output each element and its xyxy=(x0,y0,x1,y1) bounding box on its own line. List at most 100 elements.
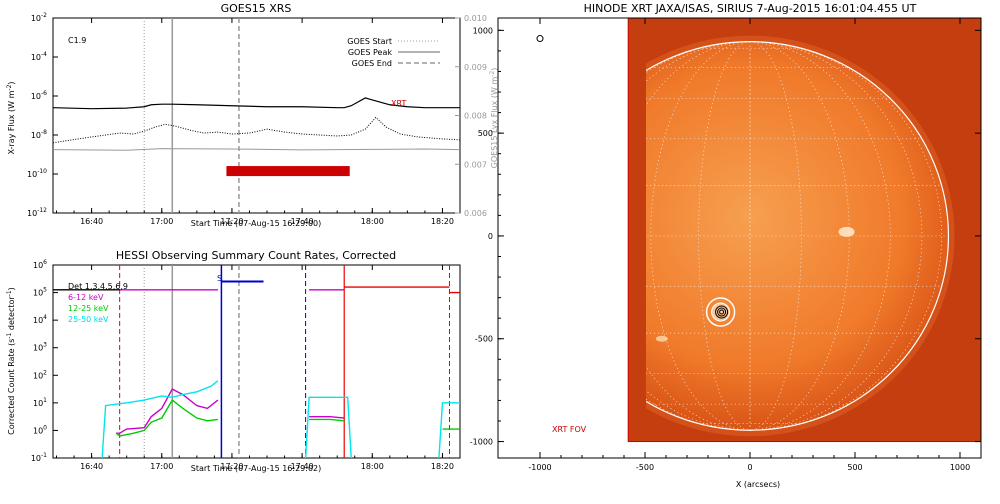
x-tick-label: 17:40 xyxy=(291,462,314,471)
legend-12-25: 12-25 keV xyxy=(68,304,109,313)
hessi-series-magenta xyxy=(309,415,345,419)
xrt-obs-mark xyxy=(321,166,326,177)
xrt-obs-mark xyxy=(233,166,238,177)
xrt-obs-mark xyxy=(310,166,315,177)
xrt-obs-mark xyxy=(265,166,270,177)
y-tick-exp: 2 xyxy=(43,369,47,376)
y-tick-label: 500 xyxy=(478,129,493,138)
hessi-xlabel: Start Time (07-Aug-15 16:29:02) xyxy=(191,464,322,473)
hessi-panel: HESSI Observing Summary Count Rates, Cor… xyxy=(6,249,461,473)
xrt-obs-mark xyxy=(243,166,248,177)
xrt-obs-mark xyxy=(286,166,291,177)
hessi-title: HESSI Observing Summary Count Rates, Cor… xyxy=(116,249,396,262)
bright-region xyxy=(838,226,855,237)
y-tick-exp: -12 xyxy=(37,207,47,214)
longitude-line xyxy=(646,41,751,431)
y-tick-exp: 3 xyxy=(43,342,47,349)
goes-series-long xyxy=(53,97,460,110)
y-tick-exp: -10 xyxy=(37,168,47,175)
goes-ylabel-right: GOES15 Lyx Flux (W m-2) xyxy=(489,68,499,169)
goes-flare-class: C1.9 xyxy=(68,36,86,45)
longitude-line xyxy=(749,41,802,431)
goes-legend: GOES Start GOES Peak GOES End xyxy=(347,37,440,68)
xrt-obs-mark xyxy=(275,166,280,177)
longitude-line xyxy=(650,41,751,431)
y-tick-label: 105 xyxy=(33,287,47,298)
hessi-data-layer xyxy=(53,265,460,458)
hessi-series-green xyxy=(115,399,218,437)
x-tick-label: 16:40 xyxy=(80,217,103,226)
xrt-obs-mark xyxy=(289,166,294,177)
x-tick-label: 17:20 xyxy=(220,462,243,471)
goes-series-short xyxy=(53,116,460,144)
y-tick-label: 1000 xyxy=(473,26,493,35)
y-tick-label: 102 xyxy=(33,369,47,380)
y-tick-exp: -6 xyxy=(41,90,47,97)
xrt-obs-mark xyxy=(331,166,336,177)
xrt-obs-mark xyxy=(240,166,245,177)
x-tick-label: -1000 xyxy=(528,463,551,472)
longitude-line xyxy=(749,41,942,431)
hessi-s-label: S xyxy=(217,274,222,283)
y-tick-label: 10-12 xyxy=(27,207,47,218)
xrt-obs-mark xyxy=(300,166,305,177)
hessi-series-cyan xyxy=(101,380,219,458)
y-tick-label: 106 xyxy=(33,259,47,270)
y-right-tick-label: 0.006 xyxy=(464,209,487,218)
xrt-obs-mark xyxy=(345,166,350,177)
xrt-obs-mark xyxy=(279,166,284,177)
x-tick-label: 18:20 xyxy=(431,462,454,471)
x-tick-label: 17:00 xyxy=(150,217,173,226)
y-tick-label: 104 xyxy=(33,314,47,325)
goes-axes: 16:40 17:00 17:20 17:40 18:00 18:20 10-12 10-10… xyxy=(27,12,487,226)
xrt-obs-mark xyxy=(303,166,308,177)
x-tick-label: 17:00 xyxy=(150,462,173,471)
xrt-obs-mark xyxy=(236,166,241,177)
longitude-line xyxy=(749,41,850,431)
xrt-obs-mark xyxy=(314,166,319,177)
reference-circle-marker xyxy=(536,35,544,43)
xrt-obs-mark xyxy=(226,166,231,177)
flare-contour xyxy=(719,309,725,315)
flare-contour xyxy=(715,305,729,319)
hessi-ylabel: Corrected Count Rate (s-1 detector-1) xyxy=(6,287,16,435)
flare-contour xyxy=(717,307,727,317)
longitude-line xyxy=(698,41,751,431)
y-tick-exp: 4 xyxy=(43,314,47,321)
legend-goes-peak: GOES Peak xyxy=(348,48,393,57)
goes-xrs-panel: GOES15 XRS 16:40 17:00 17:20 17:40 18:00 18:2… xyxy=(6,2,499,228)
xrt-obs-mark xyxy=(258,166,263,177)
xrt-title: HINODE XRT JAXA/ISAS, SIRIUS 7-Aug-2015 … xyxy=(584,2,917,15)
xrt-image-layer xyxy=(536,17,982,443)
y-tick-label: 10-4 xyxy=(31,51,47,62)
x-tick-label: -500 xyxy=(636,463,654,472)
y-tick-label: -500 xyxy=(475,335,493,344)
goes-xlabel: Start Time (07-Aug-15 16:29:00) xyxy=(191,219,322,228)
sun-disk xyxy=(646,41,949,431)
xrt-obs-mark xyxy=(335,166,340,177)
y-tick-label: 0 xyxy=(488,232,493,241)
y-tick-exp: -1 xyxy=(41,452,47,459)
xrt-plot-frame xyxy=(497,17,982,459)
x-tick-label: 17:40 xyxy=(291,217,314,226)
xrt-obs-mark xyxy=(293,166,298,177)
legend-goes-start: GOES Start xyxy=(347,37,392,46)
bright-region xyxy=(655,335,668,342)
xrt-obs-mark xyxy=(296,166,301,177)
xrt-axes: -1000 -500 0 500 1000 -1000 -500 0 500 1000 xyxy=(470,17,982,472)
x-tick-label: 18:00 xyxy=(361,217,384,226)
xrt-obs-mark xyxy=(338,166,343,177)
y-tick-label: 101 xyxy=(33,397,47,408)
xrt-image-panel: HINODE XRT JAXA/ISAS, SIRIUS 7-Aug-2015 … xyxy=(470,2,982,489)
y-tick-label: 10-1 xyxy=(31,452,47,463)
xrt-obs-mark xyxy=(307,166,312,177)
y-tick-exp: -2 xyxy=(41,12,47,19)
goes-title: GOES15 XRS xyxy=(221,2,292,15)
y-tick-label: 10-10 xyxy=(27,168,47,179)
xrt-obs-mark xyxy=(261,166,266,177)
y-tick-exp: -8 xyxy=(41,129,47,136)
hessi-series-green xyxy=(309,418,345,422)
y-tick-label: 10-6 xyxy=(31,90,47,101)
